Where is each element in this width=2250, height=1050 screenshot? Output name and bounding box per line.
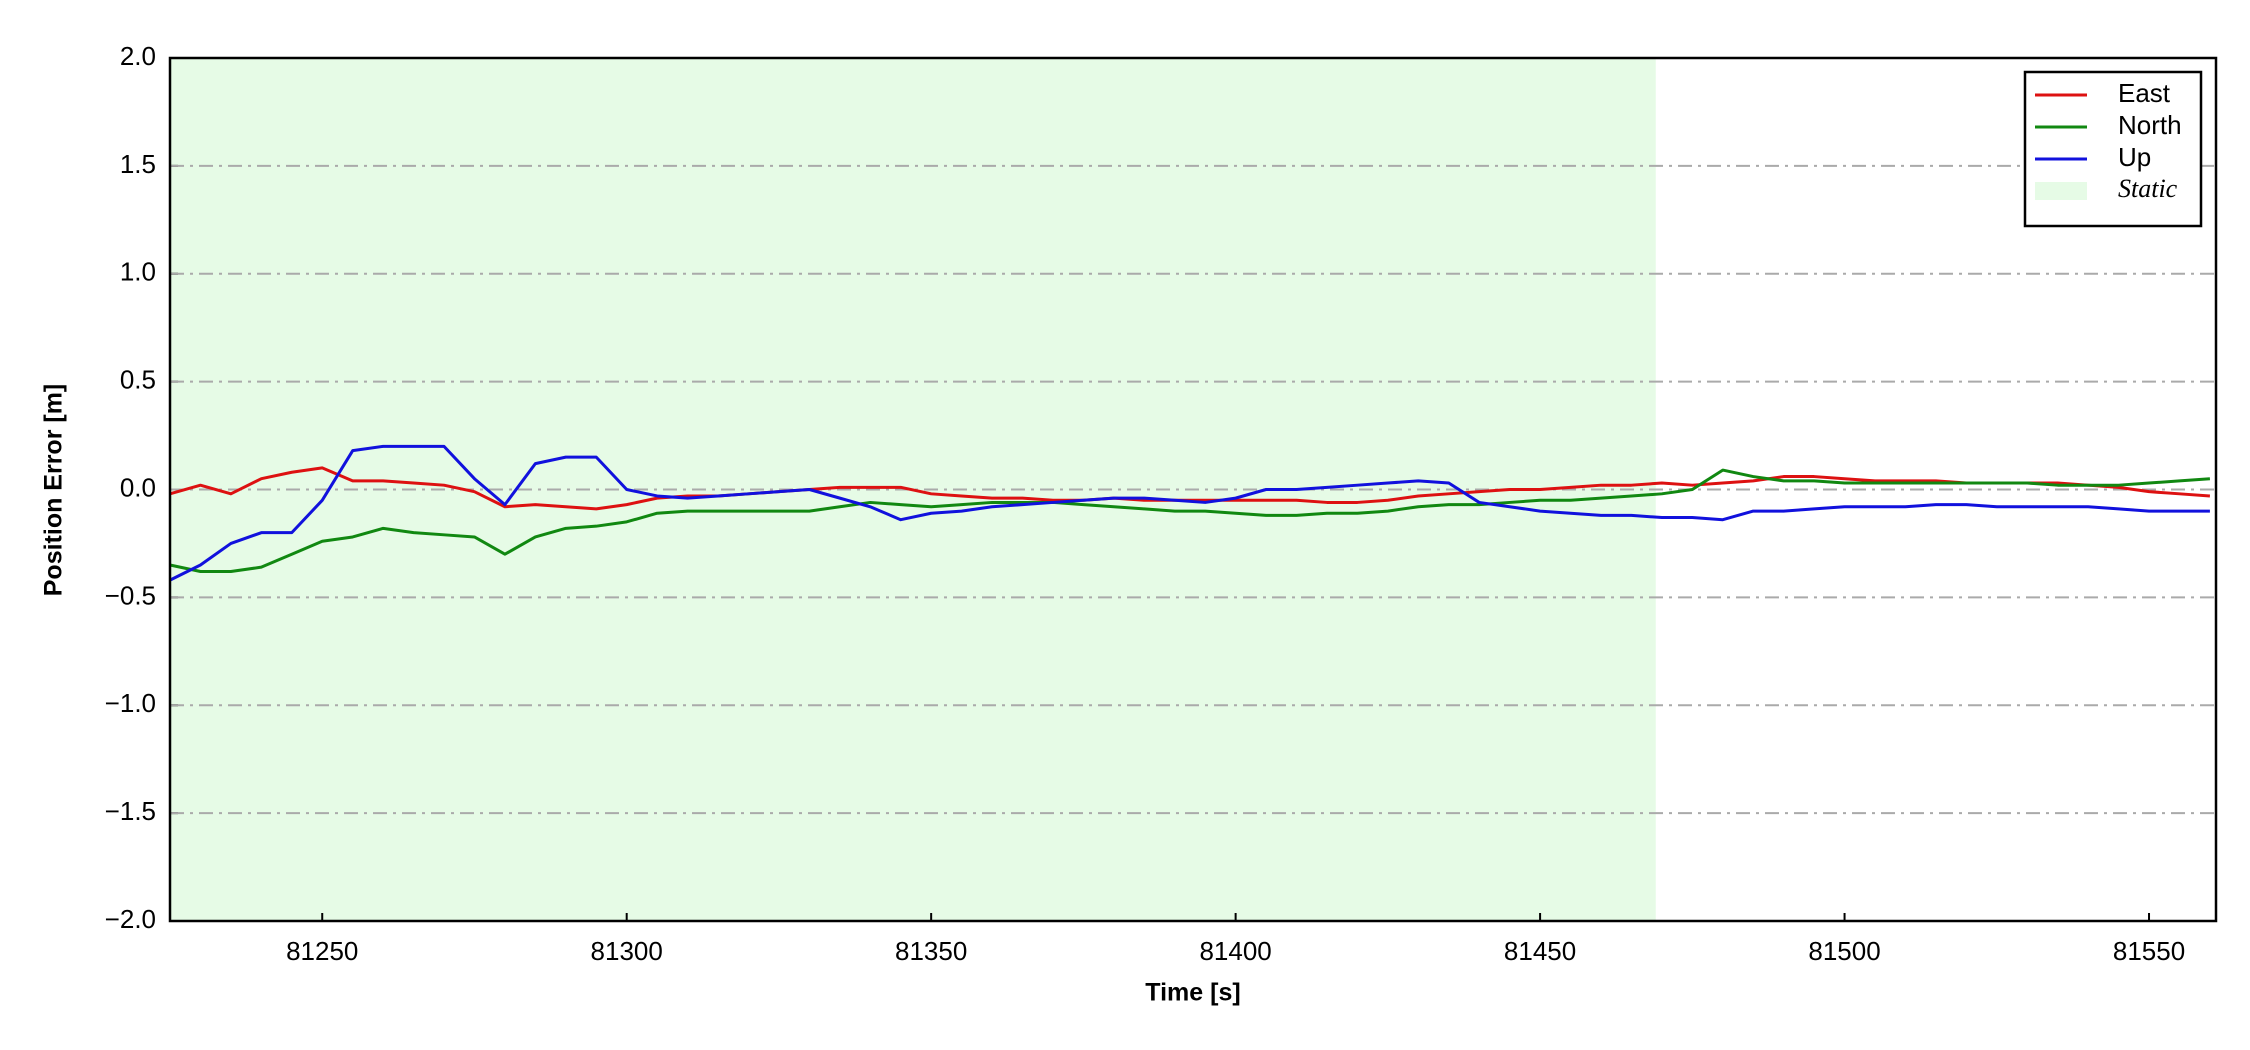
x-tick-label: 81300 (591, 936, 663, 966)
plot-frame (168, 56, 2218, 923)
y-tick-label: −1.5 (105, 796, 156, 826)
legend-label: Up (2118, 142, 2151, 172)
y-tick-label: −0.5 (105, 580, 156, 610)
legend-swatch (2035, 182, 2087, 200)
series-line (169, 444, 2210, 582)
y-tick-label: 1.5 (120, 149, 156, 179)
x-tick-label: 81550 (2113, 936, 2185, 966)
y-tick-label: 1.0 (120, 257, 156, 287)
y-tick-label: 2.0 (120, 41, 156, 71)
x-axis-label: Time [s] (1145, 979, 1240, 1007)
x-tick-label: 81250 (286, 936, 358, 966)
y-tick-label: −1.0 (105, 688, 156, 718)
series-line (169, 468, 2211, 573)
y-tick-label: 0.0 (120, 472, 156, 502)
legend-label: Static (2118, 174, 2178, 203)
legend-label: North (2118, 110, 2182, 140)
y-axis-label: Position Error [m] (40, 384, 68, 597)
y-tick-label: 0.5 (120, 365, 156, 395)
x-tick-label: 81450 (1504, 936, 1576, 966)
legend-box (2023, 70, 2203, 228)
x-tick-label: 81500 (1808, 936, 1880, 966)
x-tick-label: 81350 (895, 936, 967, 966)
x-tick-label: 81400 (1199, 936, 1271, 966)
y-tick-label: −2.0 (105, 904, 156, 934)
legend-label: East (2118, 78, 2171, 108)
